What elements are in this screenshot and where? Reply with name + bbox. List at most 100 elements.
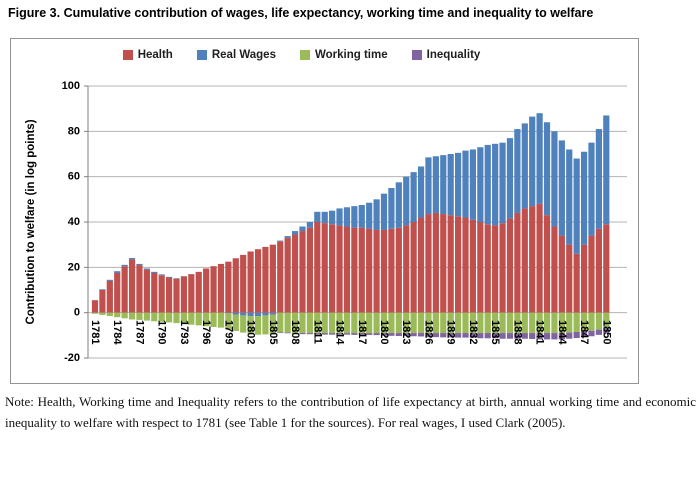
bar-segment-inequality bbox=[462, 333, 469, 338]
bar-segment-working-time bbox=[188, 312, 195, 325]
x-tick-label: 1814 bbox=[334, 320, 346, 345]
bar-segment-working-time bbox=[373, 312, 380, 334]
y-tick-label: 100 bbox=[62, 80, 80, 92]
bar-segment-real-wages bbox=[166, 276, 173, 278]
bar-segment-working-time bbox=[329, 312, 336, 334]
bar-segment-health bbox=[484, 224, 491, 313]
bar-segment-real-wages bbox=[403, 176, 410, 226]
bar-segment-health bbox=[166, 277, 173, 313]
bar-segment-inequality bbox=[321, 333, 328, 335]
bar-segment-working-time bbox=[128, 312, 136, 320]
legend-item-health: Health bbox=[122, 49, 173, 61]
y-tick-label: 20 bbox=[68, 261, 80, 273]
bar-segment-health bbox=[573, 253, 580, 313]
bar-segment-health bbox=[329, 224, 336, 313]
bar-segment-health bbox=[492, 225, 499, 313]
bar-segment-working-time bbox=[477, 312, 484, 334]
x-tick-label: 1805 bbox=[267, 320, 279, 344]
bar-segment-working-time bbox=[210, 312, 217, 327]
chart-legend: Health Real Wages Working time Inequality bbox=[11, 49, 638, 61]
bar-segment-working-time bbox=[484, 312, 491, 334]
bar-segment-inequality bbox=[277, 332, 284, 334]
bar-segment-inequality bbox=[432, 333, 439, 338]
bar-segment-inequality bbox=[403, 333, 410, 337]
bar-segment-real-wages bbox=[417, 166, 425, 218]
x-tick-label: 1835 bbox=[489, 320, 501, 344]
bar-segment-health bbox=[203, 268, 210, 313]
bar-segment-real-wages bbox=[314, 211, 321, 222]
bar-segment-health bbox=[469, 219, 477, 313]
legend-item-inequality: Inequality bbox=[411, 49, 481, 61]
bar-segment-working-time bbox=[232, 314, 239, 332]
bar-segment-working-time bbox=[306, 312, 313, 334]
bar-segment-health bbox=[410, 222, 417, 313]
bar-segment-real-wages bbox=[329, 210, 336, 225]
y-tick-label: -20 bbox=[64, 352, 80, 364]
bar-segment-working-time bbox=[121, 312, 128, 319]
bar-segment-inequality bbox=[380, 333, 388, 336]
bar-segment-health bbox=[225, 261, 232, 313]
bar-segment-working-time bbox=[180, 312, 188, 324]
bar-segment-working-time bbox=[291, 312, 299, 334]
x-tick-label: 1787 bbox=[133, 320, 145, 344]
bar-segment-health bbox=[588, 235, 595, 313]
bar-segment-health bbox=[240, 254, 247, 313]
bar-segment-real-wages bbox=[358, 205, 365, 228]
bar-segment-working-time bbox=[136, 312, 143, 320]
bar-segment-health bbox=[395, 227, 402, 313]
bar-segment-health bbox=[188, 274, 195, 313]
bar-segment-real-wages bbox=[343, 207, 351, 227]
bar-segment-real-wages bbox=[492, 143, 499, 226]
bar-segment-real-wages bbox=[425, 157, 432, 215]
bar-segment-working-time bbox=[269, 314, 276, 334]
bar-segment-real-wages bbox=[529, 116, 536, 207]
x-tick-label: 1811 bbox=[311, 320, 323, 344]
bar-segment-real-wages bbox=[380, 193, 388, 230]
bar-segment-real-wages bbox=[321, 211, 328, 224]
x-tick-label: 1790 bbox=[156, 320, 168, 344]
bar-segment-working-time bbox=[240, 315, 247, 333]
bar-segment-real-wages bbox=[151, 271, 158, 273]
bar-segment-health bbox=[106, 280, 113, 313]
bar-segment-working-time bbox=[351, 312, 358, 334]
bar-segment-working-time bbox=[447, 312, 454, 334]
x-tick-label: 1817 bbox=[356, 320, 368, 344]
bar-segment-health bbox=[114, 273, 121, 313]
legend-label: Inequality bbox=[426, 49, 481, 61]
x-tick-label: 1808 bbox=[289, 320, 301, 344]
bar-segment-health bbox=[543, 215, 551, 313]
bar-segment-health bbox=[306, 227, 313, 313]
legend-swatch bbox=[196, 50, 207, 60]
bar-segment-health bbox=[417, 217, 425, 313]
bar-segment-working-time bbox=[417, 312, 425, 334]
bar-segment-working-time bbox=[580, 312, 588, 332]
bar-segment-inequality bbox=[499, 333, 506, 339]
bar-segment-working-time bbox=[254, 316, 262, 335]
bar-segment-health bbox=[373, 229, 380, 313]
bar-segment-inequality bbox=[492, 333, 499, 339]
bar-segment-working-time bbox=[566, 312, 573, 333]
legend-item-real-wages: Real Wages bbox=[196, 49, 276, 61]
bar-segment-health bbox=[455, 216, 462, 313]
bar-segment-real-wages bbox=[336, 208, 343, 226]
bar-segment-real-wages bbox=[225, 312, 232, 314]
bar-segment-working-time bbox=[106, 312, 113, 317]
bar-segment-real-wages bbox=[455, 152, 462, 217]
bar-segment-inequality bbox=[521, 333, 528, 339]
bar-segment-inequality bbox=[469, 333, 477, 338]
x-tick-label: 1799 bbox=[222, 320, 234, 344]
bar-segment-real-wages bbox=[477, 147, 484, 222]
bar-segment-working-time bbox=[217, 312, 225, 328]
bar-segment-working-time bbox=[529, 312, 536, 334]
bar-segment-real-wages bbox=[536, 113, 543, 204]
bar-segment-health bbox=[440, 214, 447, 313]
bar-segment-health bbox=[358, 227, 365, 313]
bar-segment-inequality bbox=[351, 333, 358, 335]
bar-segment-inequality bbox=[484, 333, 491, 339]
bar-segment-inequality bbox=[536, 333, 543, 340]
x-tick-label: 1784 bbox=[111, 320, 123, 345]
bar-segment-working-time bbox=[499, 312, 506, 334]
bar-segment-working-time bbox=[158, 312, 165, 322]
bar-segment-working-time bbox=[166, 312, 173, 323]
